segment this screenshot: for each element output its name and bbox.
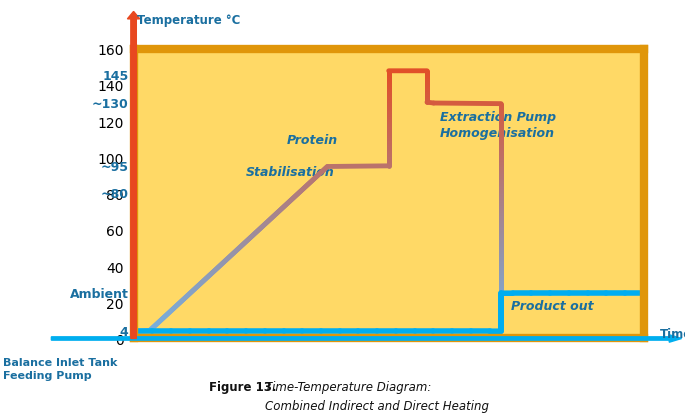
Text: Temperature °C: Temperature °C <box>137 14 240 27</box>
Text: ~130: ~130 <box>92 97 129 110</box>
Text: Protein: Protein <box>286 133 338 147</box>
Text: ~80: ~80 <box>101 188 129 201</box>
Text: Product out: Product out <box>511 300 594 313</box>
Text: 4: 4 <box>120 325 129 338</box>
Text: Time: Time <box>660 327 685 340</box>
Text: Combined Indirect and Direct Heating: Combined Indirect and Direct Heating <box>265 399 489 411</box>
Text: Figure 13.: Figure 13. <box>209 380 281 393</box>
Text: Ambient: Ambient <box>70 287 129 300</box>
Text: Stabilisation: Stabilisation <box>246 166 334 179</box>
Text: Balance Inlet Tank
Feeding Pump: Balance Inlet Tank Feeding Pump <box>3 357 118 380</box>
Text: Extraction Pump
Homogenisation: Extraction Pump Homogenisation <box>440 110 556 139</box>
Text: Time-Temperature Diagram:: Time-Temperature Diagram: <box>265 380 432 393</box>
Text: ~95: ~95 <box>101 161 129 173</box>
Text: 145: 145 <box>102 70 129 83</box>
